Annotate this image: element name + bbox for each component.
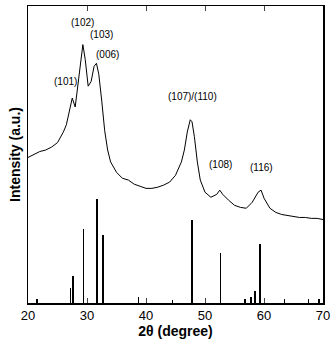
svg-text:(103): (103) (90, 29, 113, 40)
svg-text:(102): (102) (71, 17, 94, 28)
svg-text:2θ (degree): 2θ (degree) (138, 323, 212, 339)
svg-text:50: 50 (198, 308, 212, 323)
svg-text:20: 20 (21, 308, 35, 323)
svg-text:40: 40 (139, 308, 153, 323)
svg-text:Intensity (a.u.): Intensity (a.u.) (7, 107, 23, 202)
svg-text:(006): (006) (96, 49, 119, 60)
svg-text:70: 70 (316, 308, 330, 323)
svg-text:(108): (108) (209, 159, 232, 170)
svg-text:(116): (116) (250, 162, 273, 173)
svg-text:(107)/(110): (107)/(110) (168, 91, 217, 102)
svg-text:(101): (101) (54, 76, 77, 87)
svg-text:30: 30 (80, 308, 94, 323)
svg-text:60: 60 (257, 308, 271, 323)
